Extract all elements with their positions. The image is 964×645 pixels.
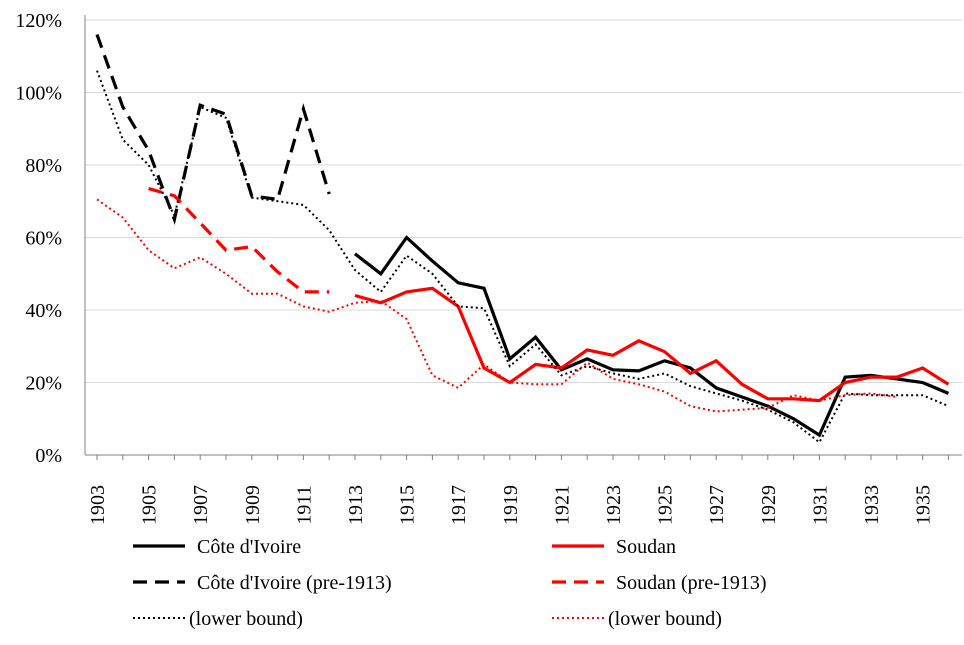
legend-item: (lower bound) xyxy=(552,608,722,630)
series-line-3 xyxy=(148,187,330,294)
x-tick-label: 1935 xyxy=(913,485,935,525)
series-line-1 xyxy=(354,286,950,403)
series-line-0 xyxy=(354,235,950,438)
legend-item: (lower bound) xyxy=(133,608,303,630)
x-tick-label: 1909 xyxy=(242,485,264,525)
x-tick-label: 1905 xyxy=(139,485,161,525)
legend-label: (lower bound) xyxy=(608,608,722,630)
y-tick-label: 40% xyxy=(25,300,62,322)
x-tick-label: 1917 xyxy=(448,485,470,525)
x-tick-label: 1907 xyxy=(190,485,212,525)
legend-label: Côte d'Ivoire (pre-1913) xyxy=(197,572,392,594)
legend-item: Côte d'Ivoire xyxy=(133,536,301,558)
series-line-4 xyxy=(96,70,949,444)
x-tick-label: 1913 xyxy=(345,485,367,525)
series-line-5 xyxy=(96,198,897,413)
legend-item: Soudan xyxy=(552,536,676,558)
y-tick-label: 80% xyxy=(25,155,62,177)
x-tick-label: 1929 xyxy=(758,485,780,525)
y-tick-label: 20% xyxy=(25,373,62,395)
legend-label: Soudan xyxy=(616,536,676,558)
series-lines xyxy=(95,33,950,444)
x-tick-label: 1931 xyxy=(809,485,831,525)
x-tick-label: 1915 xyxy=(397,485,419,525)
x-tick-label: 1923 xyxy=(603,485,625,525)
legend-item: Côte d'Ivoire (pre-1913) xyxy=(133,572,392,594)
x-tick-label: 1927 xyxy=(706,485,728,525)
x-tick-label: 1925 xyxy=(655,485,677,525)
x-tick-label: 1919 xyxy=(500,485,522,525)
x-tick-label: 1903 xyxy=(87,485,109,525)
y-tick-label: 120% xyxy=(15,10,62,32)
axes: 0% 20% 40% 60% 80% 100% 120% 1903 1905 1907 1909 19… xyxy=(15,10,962,525)
legend-item: Soudan (pre-1913) xyxy=(552,572,767,594)
y-tick-label: 60% xyxy=(25,228,62,250)
series-line-2 xyxy=(95,33,331,225)
legend-label: (lower bound) xyxy=(189,608,303,630)
x-tick-label: 1933 xyxy=(861,485,883,525)
legend: Côte d'Ivoire Soudan Côte d'Ivoire (pre-19… xyxy=(133,536,767,630)
legend-label: Soudan (pre-1913) xyxy=(616,572,767,594)
grid-lines xyxy=(85,19,962,383)
legend-label: Côte d'Ivoire xyxy=(197,536,301,558)
y-tick-label: 100% xyxy=(15,83,62,105)
x-tick-label: 1911 xyxy=(293,485,315,524)
y-tick-label: 0% xyxy=(35,445,62,467)
x-tick-label: 1921 xyxy=(551,485,573,525)
